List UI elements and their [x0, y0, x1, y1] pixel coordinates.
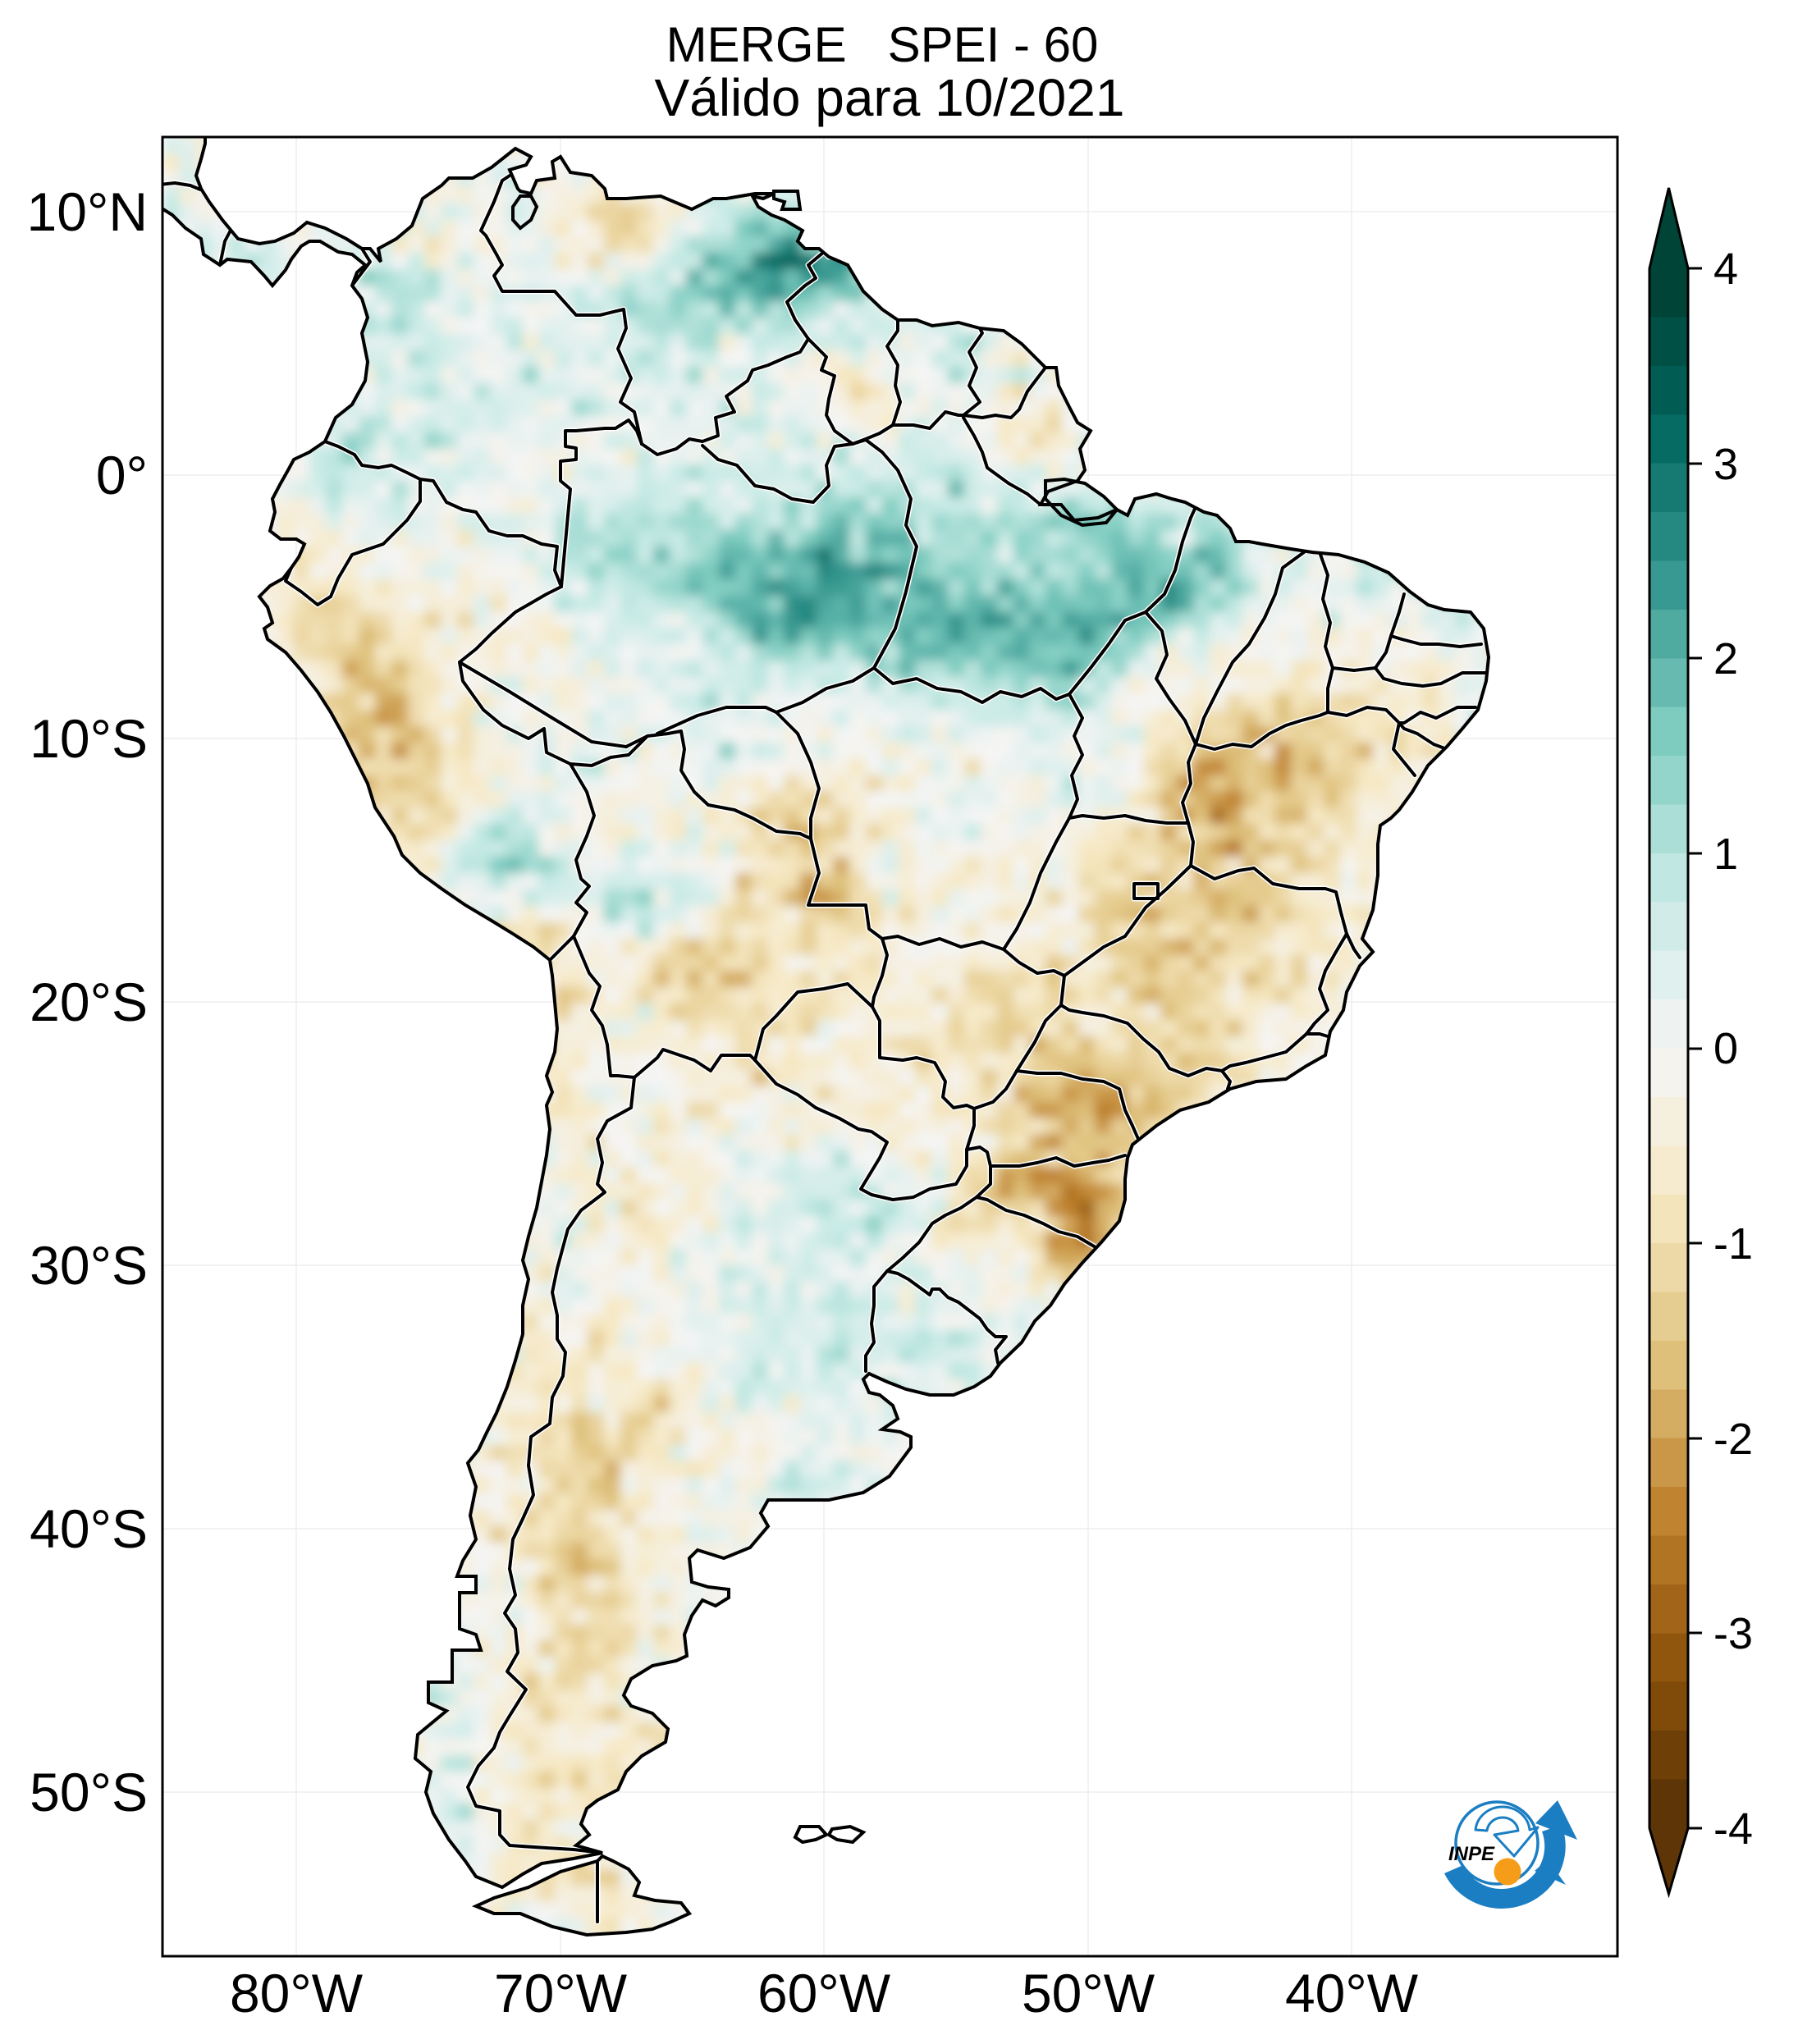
- svg-text:80°W: 80°W: [230, 1963, 364, 2023]
- svg-text:-2: -2: [1713, 1415, 1753, 1464]
- svg-text:20°S: 20°S: [30, 972, 148, 1032]
- svg-text:MERGE SPEI - 60: MERGE SPEI - 60: [666, 17, 1099, 72]
- svg-text:0°: 0°: [96, 445, 148, 505]
- svg-text:50°S: 50°S: [30, 1762, 148, 1822]
- svg-text:30°S: 30°S: [30, 1235, 148, 1296]
- svg-text:2: 2: [1713, 634, 1738, 684]
- svg-text:0: 0: [1713, 1024, 1738, 1073]
- svg-text:70°W: 70°W: [494, 1963, 628, 2023]
- svg-text:60°W: 60°W: [757, 1963, 891, 2023]
- svg-text:40°S: 40°S: [30, 1498, 148, 1559]
- svg-text:-4: -4: [1713, 1804, 1753, 1854]
- svg-text:10°S: 10°S: [30, 708, 148, 769]
- svg-text:1: 1: [1713, 830, 1738, 879]
- svg-text:-3: -3: [1713, 1609, 1753, 1658]
- svg-text:INPE: INPE: [1448, 1843, 1495, 1865]
- svg-text:4: 4: [1713, 245, 1738, 294]
- svg-text:Válido para 10/2021: Válido para 10/2021: [655, 68, 1125, 127]
- svg-text:40°W: 40°W: [1285, 1963, 1419, 2023]
- svg-text:-1: -1: [1713, 1219, 1753, 1269]
- svg-text:10°N: 10°N: [27, 181, 148, 242]
- svg-text:50°W: 50°W: [1022, 1963, 1155, 2023]
- svg-text:3: 3: [1713, 440, 1738, 489]
